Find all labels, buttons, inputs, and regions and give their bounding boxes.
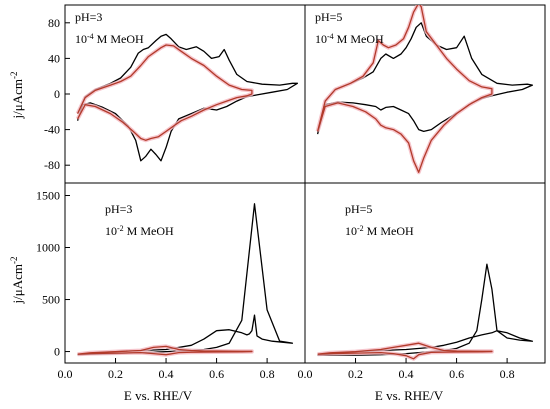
series-line-black: [316, 22, 534, 135]
series-group: [317, 263, 534, 361]
x-tick-label: 0.8: [260, 367, 275, 381]
y-tick-label: 1500: [36, 188, 60, 202]
series-line-black: [317, 263, 534, 356]
x-tick-label: 0.4: [399, 367, 414, 381]
y-axis-title-top-sup: -2: [9, 72, 19, 80]
x-tick-label: 0.2: [108, 367, 123, 381]
x-tick-label: 0.2: [348, 367, 363, 381]
y-axis-title-top: j/μAcm-2: [9, 72, 25, 120]
panel-top-left: -80 -40 0 40 80 pH=3 10-4 M MeOH: [44, 4, 306, 184]
x-tick-label: 0.4: [159, 367, 174, 381]
conc-rest: M MeOH: [124, 224, 174, 238]
series-line-red: [317, 342, 493, 360]
conc-exp: -4: [87, 32, 94, 41]
x-tick-label: 0.0: [298, 367, 313, 381]
x-tick-label: 0.0: [58, 367, 73, 381]
panel-concentration-label: 10-4 M MeOH: [315, 32, 384, 47]
series-line-red: [77, 345, 253, 356]
series-halo: [315, 5, 494, 175]
conc-exp: -2: [357, 224, 364, 233]
series-halo: [75, 43, 254, 143]
conc-base: 10: [75, 32, 87, 46]
x-axis-title-right: E vs. RHE/V: [375, 388, 444, 403]
panel-concentration-label: 10-2 M MeOH: [105, 224, 174, 239]
conc-rest: M MeOH: [364, 224, 414, 238]
conc-base: 10: [345, 224, 357, 238]
y-tick-label: 0: [54, 87, 60, 101]
conc-exp: -4: [327, 32, 334, 41]
panel-ph-label: pH=3: [105, 202, 132, 216]
y-axis-title-top-main: j/μAcm: [10, 79, 25, 119]
series-line-red: [77, 44, 253, 141]
y-tick-label: 40: [48, 51, 60, 65]
y-tick-label: 1000: [36, 241, 60, 255]
y-axis-title-bottom-main: j/μAcm: [10, 264, 25, 304]
y-tick-label: -40: [44, 123, 60, 137]
panel-frame: [304, 182, 546, 364]
conc-base: 10: [315, 32, 327, 46]
panel-ph-label: pH=3: [75, 10, 102, 24]
y-tick-label: 80: [48, 16, 60, 30]
panel-ph-label: pH=5: [345, 202, 372, 216]
x-tick-label: 0.6: [449, 367, 464, 381]
panel-bottom-left: 0 500 1000 1500 0.0 0.2 0.4 0.6 0.8 pH=3 10-2 M Me…: [36, 182, 306, 381]
y-axis-title-bottom: j/μAcm-2: [9, 257, 25, 305]
panel-concentration-label: 10-2 M MeOH: [345, 224, 414, 239]
y-axis-title-bottom-sup: -2: [9, 257, 19, 265]
conc-rest: M MeOH: [334, 32, 384, 46]
panel-ph-label: pH=5: [315, 10, 342, 24]
panel-bottom-right: 0.0 0.2 0.4 0.6 0.8 pH=5 10-2 M MeOH: [298, 182, 546, 381]
series-group: [75, 33, 299, 162]
panel-concentration-label: 10-4 M MeOH: [75, 32, 144, 47]
series-line-red: [316, 5, 493, 173]
y-tick-label: -80: [44, 158, 60, 172]
conc-rest: M MeOH: [94, 32, 144, 46]
x-axis-title-left: E vs. RHE/V: [124, 388, 193, 403]
y-tick-label: 0: [54, 345, 60, 359]
x-tick-label: 0.8: [500, 367, 515, 381]
series-line-black: [76, 33, 299, 162]
x-tick-label: 0.6: [209, 367, 224, 381]
panel-frame: [64, 182, 306, 364]
conc-exp: -2: [117, 224, 124, 233]
conc-base: 10: [105, 224, 117, 238]
series-group: [77, 203, 294, 357]
panel-top-right: pH=5 10-4 M MeOH: [304, 4, 546, 184]
series-group: [315, 5, 534, 175]
y-tick-label: 500: [42, 293, 60, 307]
